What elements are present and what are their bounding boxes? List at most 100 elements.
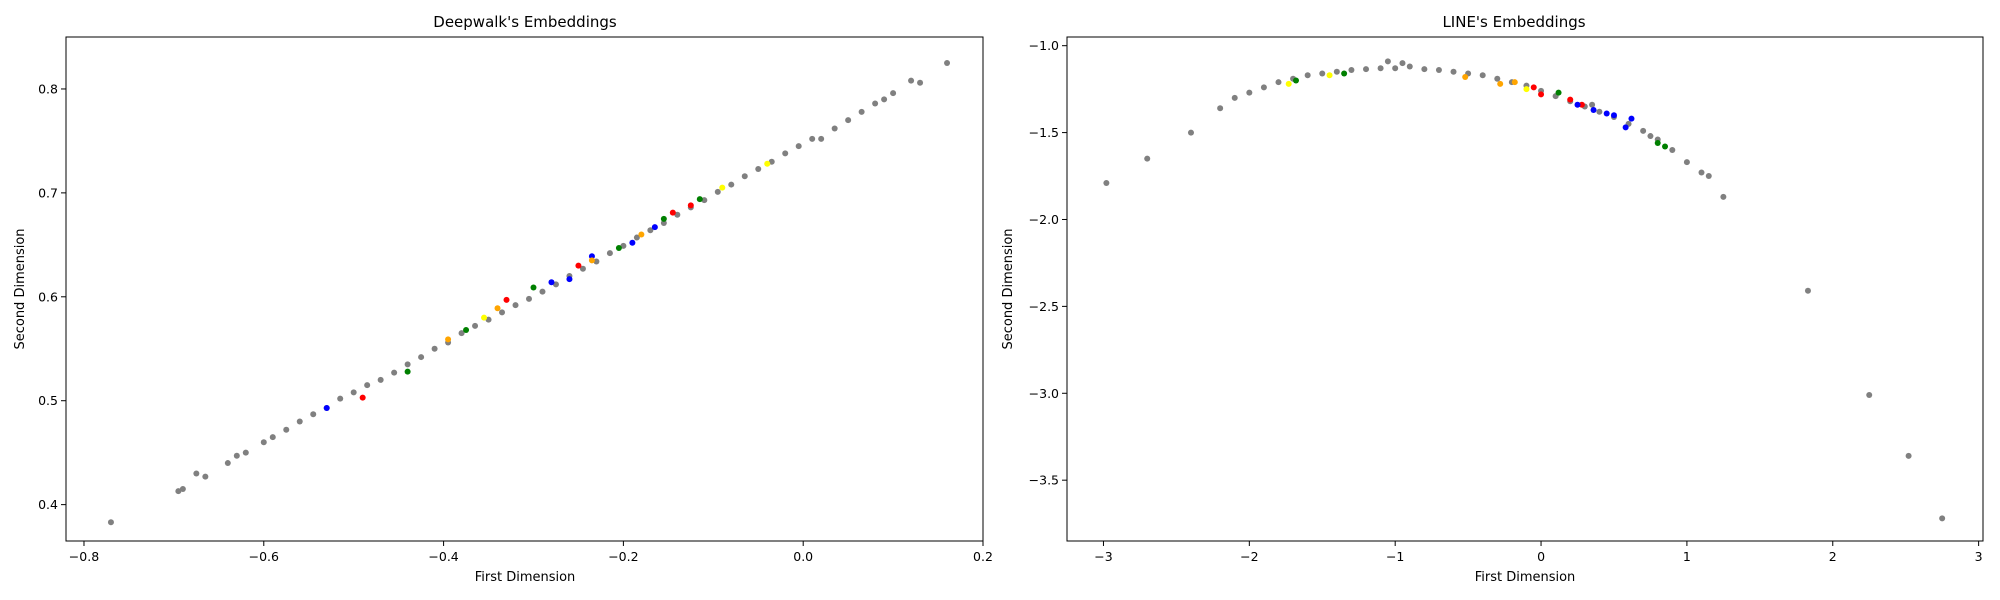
scatter-point [1555,89,1562,96]
scatter-point [107,519,114,526]
scatter-point [1905,452,1912,459]
y-tick-label: −3.0 [1029,386,1059,401]
scatter-point [1683,159,1690,166]
scatter-point [242,449,249,456]
scatter-point [1348,67,1355,74]
scatter-point [1103,179,1110,186]
scatter-point [660,215,667,222]
scatter-point [714,188,721,195]
scatter-point [1421,66,1428,73]
scatter-point [1578,101,1585,108]
scatter-point [1392,65,1399,72]
scatter-point [1462,73,1469,80]
x-tick-label: 1 [1683,549,1691,564]
scatter-point [831,125,838,132]
scatter-point [364,382,371,389]
scatter-point [418,354,425,361]
x-tick-label: −0.4 [428,549,458,564]
scatter-point [881,96,888,103]
scatter-point [908,77,915,84]
x-tick-label: 2 [1829,549,1837,564]
scatter-point [503,296,510,303]
scatter-point [1511,79,1518,86]
scatter-point [445,336,452,343]
y-tick-label: −3.5 [1029,473,1059,488]
x-axis-ticks: −0.8 −0.6 −0.4 −0.2 0.0 0.2 [69,541,993,564]
scatter-point [660,220,667,227]
x-tick-label: 3 [1975,549,1983,564]
scatter-point [224,460,231,467]
scatter-point [890,90,897,97]
scatter-point [1654,140,1661,147]
x-tick-label: 0.0 [793,549,813,564]
scatter-point [579,265,586,272]
scatter-point [917,79,924,86]
scatter-point [1640,127,1647,134]
scatter-point [1275,79,1282,86]
scatter-point [638,231,645,238]
scatter-point [1590,106,1597,113]
scatter-point [1231,94,1238,101]
scatter-point [1377,65,1384,72]
scatter-point [391,369,398,376]
scatter-point [845,117,852,124]
scatter-point [764,160,771,167]
scatter-point [606,250,613,257]
scatter-point [1866,392,1873,399]
scatter-point [310,411,317,418]
scatter-point [499,309,506,316]
scatter-point [1523,86,1530,93]
scatter-point [512,302,519,309]
scatter-point [1217,105,1224,112]
scatter-point [1384,58,1391,65]
scatter-point [674,211,681,218]
scatter-point [530,284,537,291]
scatter-point [552,281,559,288]
scatter-point [1669,146,1676,153]
scatter-point [260,439,267,446]
scatter-point [1603,110,1610,117]
scatter-point [1450,68,1457,75]
y-tick-label: 0.8 [38,81,58,96]
x-axis-label: First Dimension [1475,570,1576,585]
scatter-point [202,473,209,480]
scatter-point [588,257,595,264]
scatter-point [651,224,658,231]
scatter-point [1596,108,1603,115]
scatter-point [404,368,411,375]
scatter-point [481,314,488,321]
scatter-point [404,361,411,368]
scatter-point [179,486,186,493]
x-axis-ticks: −3 −2 −1 0 1 2 3 [1094,541,1983,564]
scatter-point [1804,287,1811,294]
x-tick-label: −0.8 [69,549,99,564]
chart-title: Deepwalk's Embeddings [433,13,617,31]
scatter-point [1622,124,1629,131]
scatter-point [1304,72,1311,79]
scatter-point [944,59,951,66]
x-tick-label: 0.2 [973,549,993,564]
scatter-point [337,395,344,402]
scatter-point [872,100,879,107]
scatter-point [350,389,357,396]
scatter-point [687,202,694,209]
line-embeddings-panel: LINE's Embeddings −3 −2 −1 0 1 2 3 −1.0 −1.5 −2.… [1001,13,1984,585]
scatter-point [1406,63,1413,70]
scatter-point [472,322,479,329]
scatter-point [566,276,573,283]
scatter-point [1363,66,1370,73]
scatter-point [1628,115,1635,122]
scatter-point [485,316,492,323]
scatter-point [818,135,825,142]
scatter-point [193,470,200,477]
scatter-point [1497,80,1504,87]
scatter-points [107,59,951,526]
chart-title: LINE's Embeddings [1442,13,1585,31]
y-tick-label: 0.5 [38,393,58,408]
scatter-point [1939,515,1946,522]
y-tick-label: −2.5 [1029,299,1059,314]
scatter-point [701,197,708,204]
y-tick-label: −1.5 [1029,125,1059,140]
scatter-point [620,242,627,249]
